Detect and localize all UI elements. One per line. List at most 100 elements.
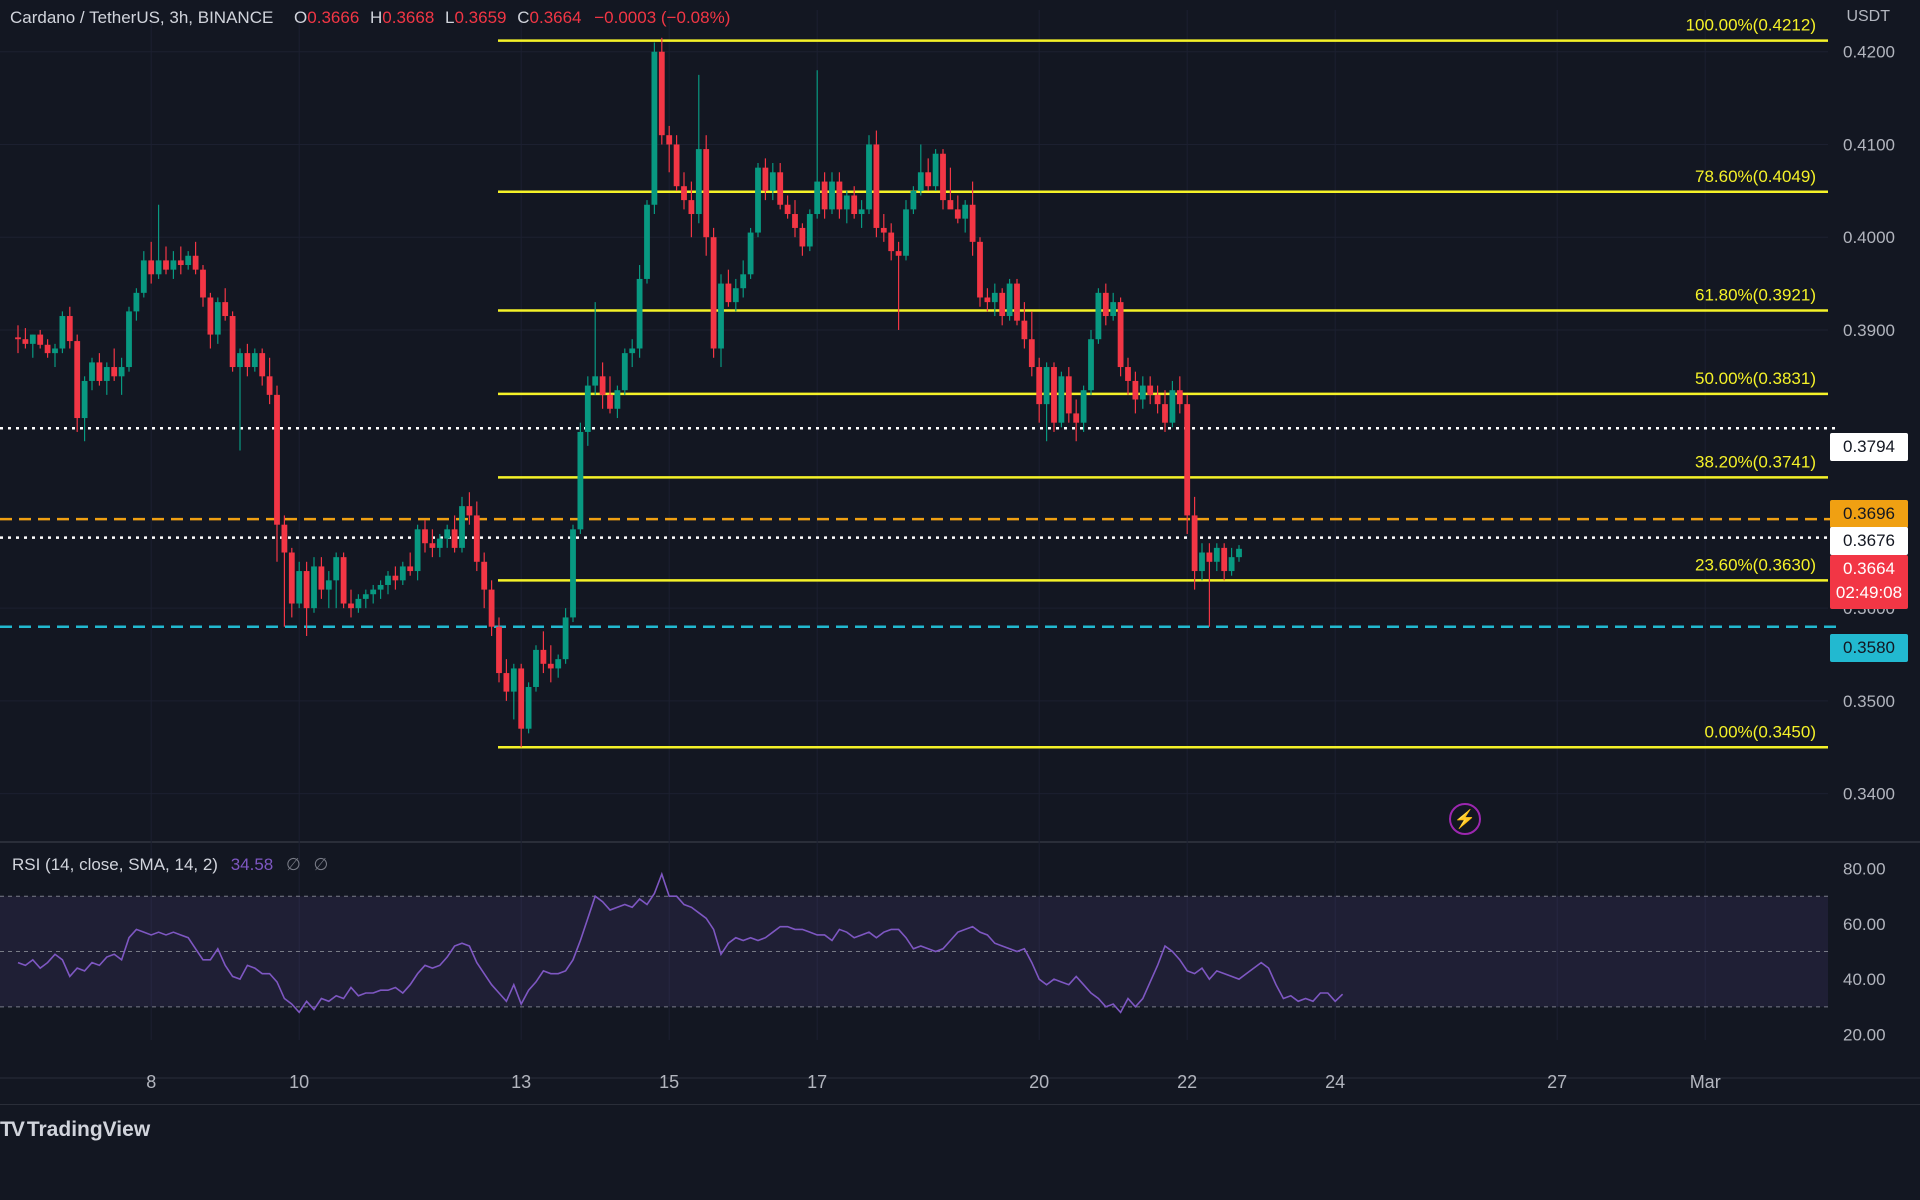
candle-body <box>607 394 613 409</box>
x-tick-label: 13 <box>511 1072 531 1092</box>
candle-body <box>170 260 177 270</box>
candle-body <box>858 209 865 215</box>
candle-body <box>814 181 821 215</box>
candle-body <box>836 181 843 210</box>
candle-body <box>377 584 384 590</box>
tradingview-wordmark: TradingView <box>26 1118 151 1141</box>
candle-body <box>385 575 391 585</box>
level-badge-orange: 0.3696 <box>1830 500 1908 528</box>
fib-level-label: 100.00%(0.4212) <box>1686 16 1816 35</box>
candle-body <box>318 566 325 590</box>
candle-body <box>362 594 369 599</box>
candle-body <box>1169 390 1176 423</box>
candle-body <box>1028 339 1035 368</box>
candle-body <box>533 649 539 687</box>
fib-level-label: 50.00%(0.3831) <box>1695 369 1816 388</box>
candle-body <box>466 506 473 516</box>
candle-body <box>118 367 125 377</box>
candle-body <box>562 617 569 660</box>
candle-body <box>977 241 983 298</box>
candle-body <box>1014 283 1020 321</box>
candle-body <box>1058 376 1065 423</box>
candle-body <box>459 506 465 548</box>
candle-body <box>1006 283 1013 317</box>
symbol-legend: Cardano / TetherUS, 3h, BINANCE O0.3666 … <box>10 8 730 28</box>
x-tick-label: Mar <box>1690 1072 1721 1092</box>
level-badge-cyan: 0.3580 <box>1830 634 1908 662</box>
y-tick-label: 0.3400 <box>1843 785 1895 804</box>
tradingview-logo[interactable]: TV TradingView <box>0 1118 150 1142</box>
level-badge-white-2: 0.3676 <box>1830 527 1908 555</box>
candle-body <box>1095 292 1102 340</box>
candle-body <box>266 376 273 395</box>
y-tick-label: 0.3900 <box>1843 321 1895 340</box>
candle-body <box>888 232 895 252</box>
rsi-value: 34.58 <box>230 855 274 874</box>
candle-body <box>540 649 547 664</box>
candle-body <box>688 200 695 215</box>
candle-body <box>829 181 835 210</box>
candle-body <box>703 149 710 238</box>
candle-body <box>126 311 132 368</box>
candle-body <box>999 292 1006 317</box>
candle-body <box>947 200 954 210</box>
candle-body <box>718 283 724 349</box>
x-tick-label: 10 <box>289 1072 309 1092</box>
candle-body <box>288 552 295 604</box>
candle-body <box>510 668 517 692</box>
candle-body <box>1117 302 1124 368</box>
candle-body <box>932 153 939 187</box>
candle-body <box>451 529 458 548</box>
candle-body <box>140 260 147 293</box>
candle-body <box>281 524 288 553</box>
candle-body <box>311 566 317 609</box>
high-label: H <box>370 8 383 27</box>
candle-body <box>1043 367 1050 405</box>
candle-body <box>962 204 969 219</box>
close-value: 0.3664 <box>529 8 582 27</box>
candle-body <box>1073 413 1080 423</box>
fib-level-label: 0.00%(0.3450) <box>1704 722 1816 741</box>
candle-body <box>303 571 310 609</box>
candle-body <box>1162 404 1168 423</box>
candle-body <box>821 181 828 210</box>
candle-body <box>237 353 243 368</box>
candle-body <box>577 431 584 530</box>
candle-body <box>673 144 680 187</box>
candle-body <box>1176 390 1183 405</box>
candle-body <box>96 362 103 381</box>
candle-body <box>1191 515 1198 572</box>
rsi-na-2: ∅ <box>313 855 329 874</box>
candle-body <box>910 190 917 210</box>
candle-body <box>259 353 266 377</box>
y-tick-label: 0.3500 <box>1843 692 1895 711</box>
flash-icon[interactable]: ⚡ <box>1449 803 1481 835</box>
candle-body <box>1139 385 1146 400</box>
bar-countdown: 02:49:08 <box>1835 583 1903 602</box>
candle-body <box>621 353 628 391</box>
candle-body <box>762 167 769 191</box>
candle-body <box>584 385 591 432</box>
symbol-name[interactable]: Cardano / TetherUS, 3h, BINANCE <box>10 8 274 27</box>
candle-body <box>1221 547 1228 572</box>
candle-body <box>407 566 414 572</box>
candle-body <box>1051 367 1057 423</box>
rsi-label[interactable]: RSI (14, close, SMA, 14, 2) <box>12 855 218 874</box>
price-axis-unit[interactable]: USDT <box>1846 8 1890 25</box>
x-tick-label: 22 <box>1177 1072 1197 1092</box>
candle-body <box>74 341 81 419</box>
rsi-y-tick-label: 40.00 <box>1843 970 1886 989</box>
candle-body <box>592 376 599 386</box>
candle-body <box>518 668 525 729</box>
candle-body <box>903 209 909 256</box>
x-tick-label: 8 <box>146 1072 156 1092</box>
candle-body <box>503 673 510 692</box>
x-tick-label: 20 <box>1029 1072 1049 1092</box>
candle-body <box>44 344 51 354</box>
candle-body <box>1080 390 1087 423</box>
candle-body <box>895 251 902 256</box>
candle-body <box>81 380 88 419</box>
candle-body <box>274 394 280 525</box>
candle-body <box>29 334 36 344</box>
